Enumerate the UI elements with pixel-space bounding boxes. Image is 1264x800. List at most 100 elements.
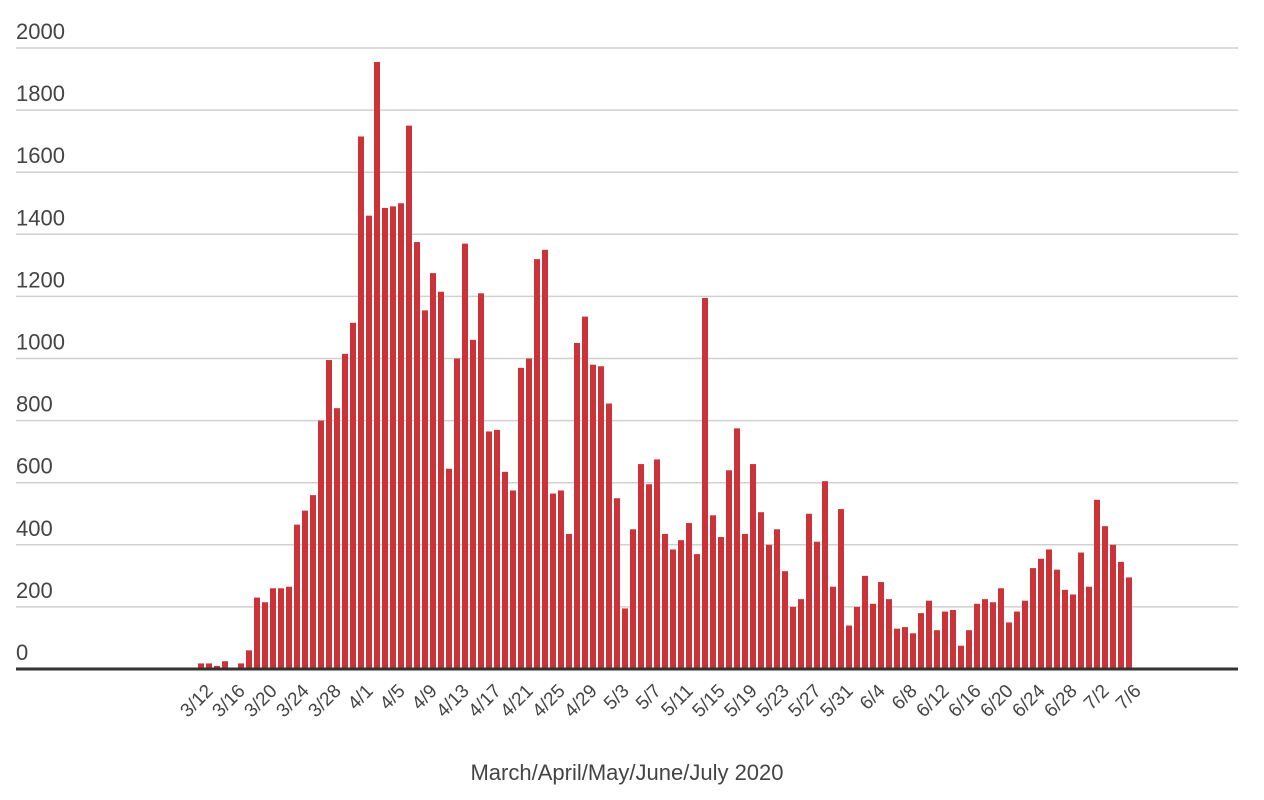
bar <box>1126 577 1132 669</box>
bar <box>910 633 916 669</box>
y-tick-label: 1600 <box>16 143 65 168</box>
bar <box>734 428 740 669</box>
bar <box>774 529 780 669</box>
bar <box>614 498 620 669</box>
bar <box>974 603 980 669</box>
bar <box>958 645 964 669</box>
bar <box>782 571 788 669</box>
bar <box>934 630 940 669</box>
bar <box>294 524 300 669</box>
bar <box>686 523 692 669</box>
bar <box>862 575 868 669</box>
bar <box>766 544 772 669</box>
bar <box>1070 594 1076 669</box>
bar <box>798 599 804 669</box>
bar <box>1006 622 1012 669</box>
x-tick-label: 5/11 <box>658 681 698 721</box>
bar <box>838 509 844 669</box>
x-tick-label: 3/12 <box>177 681 218 722</box>
bar <box>654 459 660 669</box>
bar <box>310 495 316 669</box>
bar <box>1110 544 1116 669</box>
bar <box>374 61 380 670</box>
bar <box>998 588 1004 669</box>
x-tick-label: 3/28 <box>305 681 346 722</box>
bar <box>942 611 948 669</box>
bar <box>278 588 284 669</box>
x-tick-label: 5/23 <box>753 681 794 722</box>
bar <box>678 540 684 669</box>
bar <box>302 510 308 669</box>
y-tick-label: 800 <box>16 392 53 417</box>
bar <box>886 599 892 669</box>
bar <box>726 470 732 669</box>
bar <box>350 322 356 669</box>
x-tick-label: 5/3 <box>600 681 634 715</box>
bar <box>574 342 580 669</box>
bar <box>670 549 676 669</box>
bar <box>510 490 516 669</box>
bar <box>718 537 724 669</box>
bar <box>1062 589 1068 669</box>
bar <box>270 588 276 669</box>
bar <box>254 597 260 669</box>
bar <box>1078 552 1084 669</box>
y-tick-label: 0 <box>16 640 28 665</box>
bar <box>462 243 468 670</box>
bar <box>334 408 340 669</box>
bar <box>758 512 764 669</box>
bar <box>694 554 700 669</box>
x-tick-label: 7/2 <box>1080 681 1114 715</box>
bar <box>702 297 708 669</box>
bar <box>502 471 508 669</box>
y-tick-label: 2000 <box>16 19 65 44</box>
bar <box>926 600 932 669</box>
bar <box>558 490 564 669</box>
bar <box>622 608 628 669</box>
bar <box>710 515 716 669</box>
bar <box>1022 600 1028 669</box>
bar <box>990 602 996 669</box>
x-tick-label: 6/20 <box>977 681 1018 722</box>
bar <box>550 493 556 669</box>
bar <box>454 358 460 669</box>
bar <box>830 586 836 669</box>
bar <box>790 606 796 669</box>
bar <box>606 403 612 669</box>
bar <box>902 627 908 669</box>
x-tick-label: 4/5 <box>376 681 410 715</box>
x-tick-label: 4/21 <box>497 681 538 722</box>
x-tick-label: 5/27 <box>785 681 826 722</box>
bar <box>582 316 588 669</box>
bar <box>950 610 956 669</box>
bar <box>470 339 476 669</box>
x-tick-label: 6/16 <box>945 681 986 722</box>
bar <box>422 310 428 669</box>
y-tick-label: 1800 <box>16 81 65 106</box>
bar <box>198 663 204 669</box>
y-tick-label: 1000 <box>16 330 65 355</box>
y-tick-label: 200 <box>16 578 53 603</box>
bar <box>750 464 756 669</box>
x-tick-label: 7/6 <box>1112 681 1146 715</box>
bar <box>326 360 332 669</box>
x-tick-label: 3/20 <box>241 681 282 722</box>
bar <box>1030 568 1036 669</box>
bar <box>1014 611 1020 669</box>
bar <box>318 420 324 669</box>
bar <box>358 136 364 669</box>
bar <box>566 533 572 669</box>
bar <box>822 481 828 669</box>
bar <box>1118 561 1124 669</box>
bar <box>382 207 388 669</box>
bar <box>966 630 972 669</box>
x-tick-label: 5/15 <box>689 681 730 722</box>
bar <box>1038 558 1044 669</box>
bar <box>590 364 596 669</box>
x-tick-label: 4/17 <box>465 681 506 722</box>
bar <box>246 650 252 669</box>
bar <box>238 663 244 669</box>
x-tick-label: 6/24 <box>1009 680 1050 721</box>
bar <box>918 613 924 669</box>
bar <box>542 249 548 669</box>
